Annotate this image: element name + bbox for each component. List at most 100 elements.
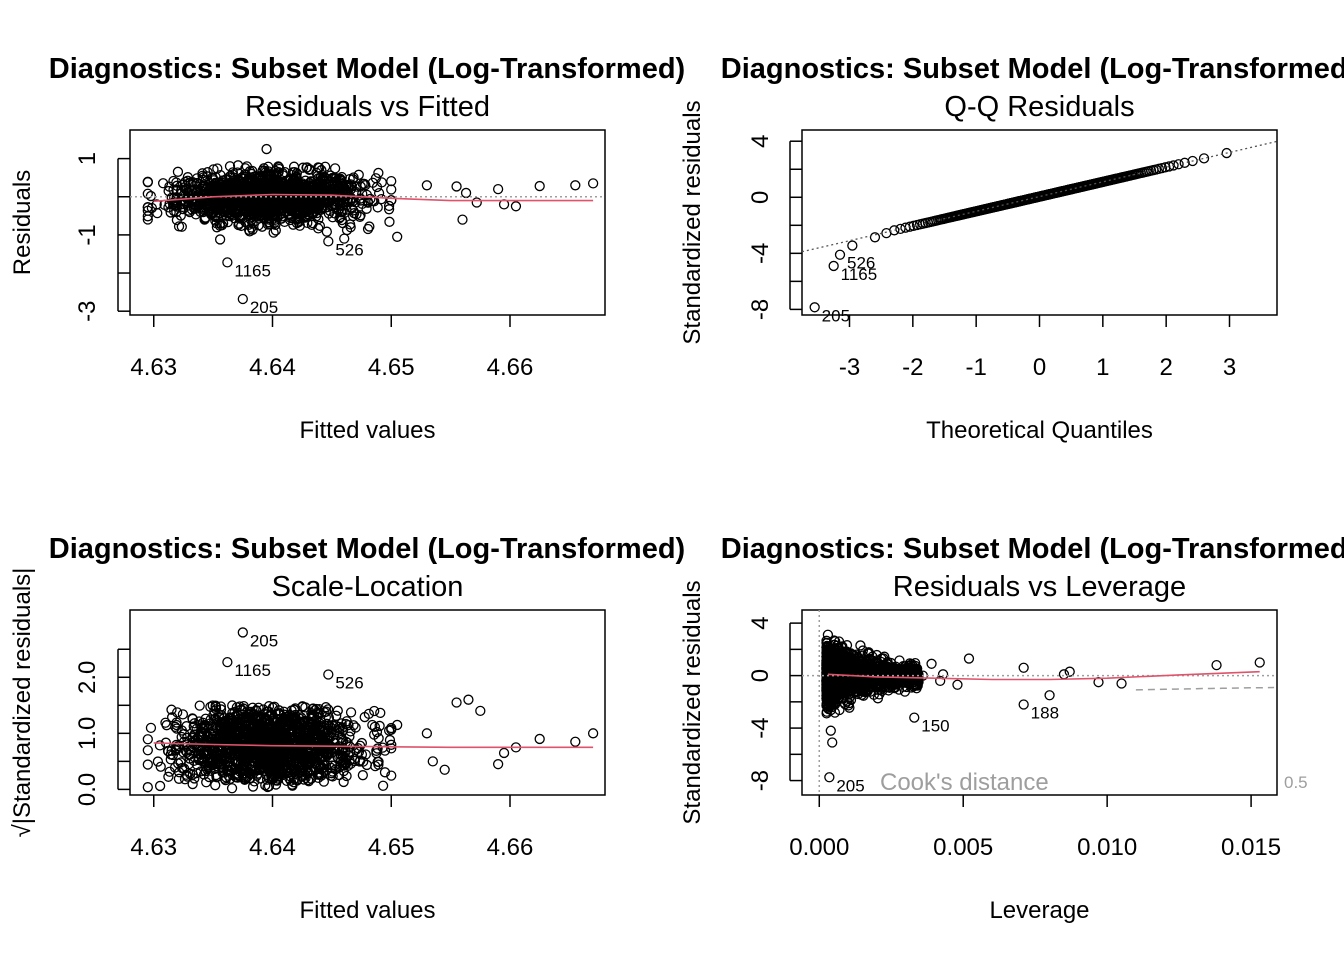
data-point (825, 725, 836, 736)
data-point (262, 706, 273, 717)
data-point (188, 755, 200, 766)
data-point (250, 712, 261, 723)
panel-subtitle: Scale-Location (272, 571, 464, 603)
data-point (288, 777, 299, 788)
data-point (357, 188, 368, 200)
plot-area (802, 140, 1277, 313)
data-point (909, 712, 920, 723)
data-point (457, 214, 468, 225)
data-point (169, 762, 181, 773)
x-tick-label: 4.64 (249, 354, 296, 381)
data-point (165, 749, 177, 760)
data-point (384, 216, 395, 227)
data-point (142, 201, 153, 213)
data-point (168, 205, 180, 217)
plot-frame (801, 129, 1278, 316)
data-point (260, 780, 271, 791)
x-tick-label: 4.63 (130, 834, 177, 861)
data-point (357, 770, 369, 781)
y-tick-label: 2.0 (74, 661, 101, 694)
data-point (210, 700, 221, 711)
data-point (336, 737, 347, 749)
data-point (270, 225, 281, 236)
observation-label: 205 (822, 306, 850, 325)
data-point (825, 658, 836, 669)
data-point (451, 181, 462, 192)
y-tick-label: 1 (74, 152, 101, 165)
data-point (833, 642, 844, 654)
data-point (339, 233, 350, 244)
data-point (392, 231, 403, 242)
data-point (207, 204, 219, 215)
data-point (214, 721, 226, 732)
data-point (142, 176, 153, 187)
data-point (329, 163, 341, 174)
smoother-line (153, 742, 594, 749)
x-tick-label: 0.000 (789, 834, 849, 861)
data-point (888, 679, 900, 690)
data-point (852, 662, 863, 673)
data-point (374, 720, 385, 732)
x-tick-label: -3 (839, 354, 860, 381)
observation-label: 205 (836, 776, 864, 795)
data-point (166, 704, 177, 715)
x-tick-label: 4.66 (487, 834, 534, 861)
data-point (227, 700, 238, 711)
data-point (178, 747, 189, 758)
data-point (265, 734, 276, 745)
data-point (171, 214, 183, 226)
data-point (261, 143, 272, 155)
y-tick-label: -3 (74, 301, 101, 322)
data-point (1187, 155, 1198, 167)
data-point (231, 702, 242, 713)
data-point (194, 700, 205, 711)
data-point (360, 749, 371, 760)
data-point (286, 714, 297, 725)
data-point (210, 171, 221, 183)
data-points (809, 147, 1232, 313)
data-point (878, 679, 889, 690)
x-axis-label: Leverage (989, 897, 1089, 924)
data-point (240, 163, 251, 174)
data-point (201, 736, 212, 747)
data-point (176, 221, 187, 232)
x-tick-label: -2 (902, 354, 923, 381)
data-point (823, 656, 834, 668)
data-point (326, 723, 337, 734)
data-point (336, 181, 347, 192)
data-point (889, 225, 900, 236)
data-point (246, 168, 257, 180)
data-point (328, 743, 340, 754)
data-point (857, 650, 869, 661)
data-point (827, 737, 838, 748)
data-point (189, 773, 200, 784)
data-point (273, 726, 284, 737)
data-point (239, 774, 250, 785)
data-point (211, 218, 222, 229)
data-point (204, 760, 215, 771)
data-point (256, 179, 267, 190)
data-point (302, 756, 314, 767)
data-point (334, 762, 345, 773)
data-point (834, 655, 845, 666)
data-point (392, 719, 403, 731)
data-point (305, 744, 317, 755)
data-point (822, 629, 834, 640)
data-point (367, 195, 378, 207)
data-point (1058, 669, 1070, 680)
data-point (142, 745, 153, 756)
data-point (1173, 159, 1184, 170)
data-point (857, 656, 868, 668)
data-point (843, 700, 854, 711)
contour-level-label: 0.5 (1284, 773, 1308, 792)
data-point (342, 737, 353, 749)
data-point (208, 749, 219, 761)
data-point (253, 220, 264, 231)
data-point (475, 705, 486, 717)
data-point (275, 208, 287, 220)
panel-main-title: Diagnostics: Subset Model (Log-Transform… (721, 533, 1344, 565)
data-point (294, 220, 305, 231)
panel-subtitle: Residuals vs Fitted (245, 91, 490, 123)
data-point (344, 219, 356, 230)
data-point (320, 748, 332, 759)
